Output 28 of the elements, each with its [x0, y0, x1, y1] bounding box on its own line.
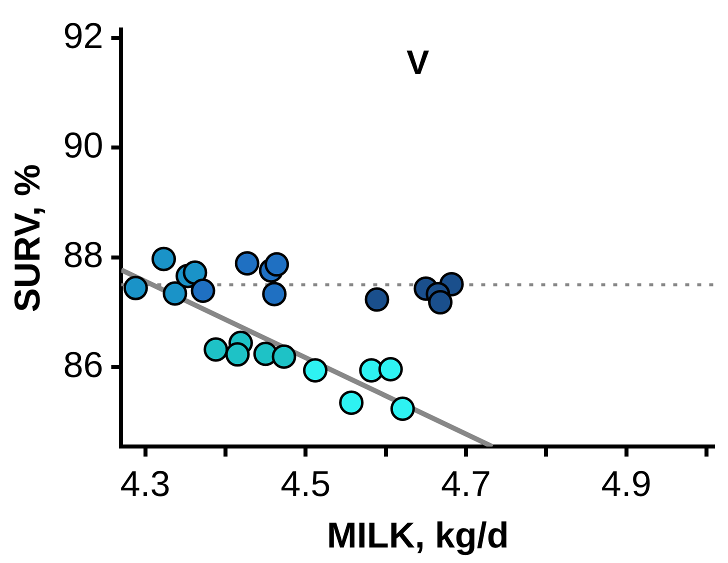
point	[264, 252, 290, 277]
point	[262, 282, 287, 306]
point	[364, 287, 390, 312]
point	[303, 358, 328, 383]
point	[190, 278, 216, 304]
point	[428, 290, 453, 315]
point	[378, 356, 403, 382]
point	[234, 251, 260, 276]
x-tick-label: 4.9	[601, 463, 652, 504]
x-axis-title: MILK, kg/d	[326, 514, 509, 556]
y-tick-label: 90	[63, 124, 104, 166]
point	[151, 246, 176, 272]
point	[225, 342, 250, 367]
y-tick-label: 86	[63, 344, 104, 385]
x-tick-label: 4.7	[440, 463, 491, 504]
point	[390, 396, 415, 421]
x-tick-label: 4.3	[120, 463, 170, 504]
x-tick-label: 4.5	[280, 463, 331, 504]
point	[182, 260, 208, 285]
y-axis-title: SURV, %	[6, 164, 48, 312]
y-tick-label: 92	[63, 14, 104, 56]
point	[339, 390, 364, 415]
point	[162, 281, 188, 306]
chart-title: V	[406, 44, 430, 82]
point	[272, 344, 296, 369]
point	[123, 276, 148, 300]
y-tick-label: 88	[63, 234, 104, 276]
point	[204, 337, 228, 362]
